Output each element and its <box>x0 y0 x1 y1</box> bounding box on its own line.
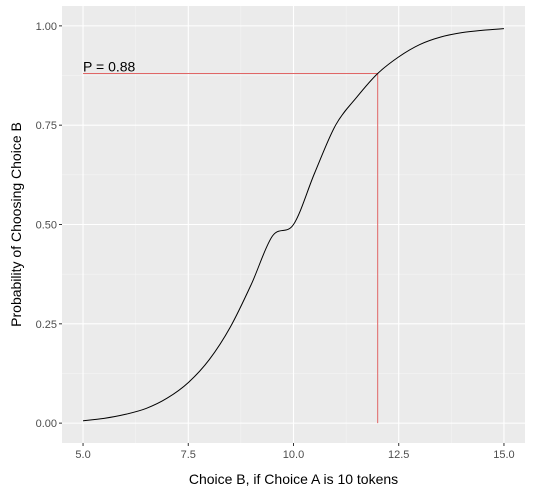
x-tick-label: 7.5 <box>181 449 196 461</box>
x-tick-label: 15.0 <box>493 449 514 461</box>
x-axis-ticks: 5.0 7.5 10.0 12.5 15.0 <box>75 443 515 461</box>
x-tick-label: 5.0 <box>75 449 90 461</box>
y-axis-title: Probability of Choosing Choice B <box>8 122 24 327</box>
x-tick-label: 10.0 <box>283 449 304 461</box>
y-axis-ticks: 0.00 0.25 0.50 0.75 1.00 <box>36 21 62 430</box>
y-tick-label: 0.00 <box>36 418 57 430</box>
y-tick-label: 0.50 <box>36 220 57 232</box>
y-tick-label: 1.00 <box>36 21 57 33</box>
reference-lines <box>83 73 379 424</box>
probability-annotation: P = 0.88 <box>83 59 136 75</box>
y-tick-label: 0.25 <box>36 319 57 331</box>
probability-curve <box>82 28 504 422</box>
x-axis-title: Choice B, if Choice A is 10 tokens <box>189 471 398 487</box>
x-tick-label: 12.5 <box>388 449 409 461</box>
y-tick-label: 0.75 <box>36 120 57 132</box>
